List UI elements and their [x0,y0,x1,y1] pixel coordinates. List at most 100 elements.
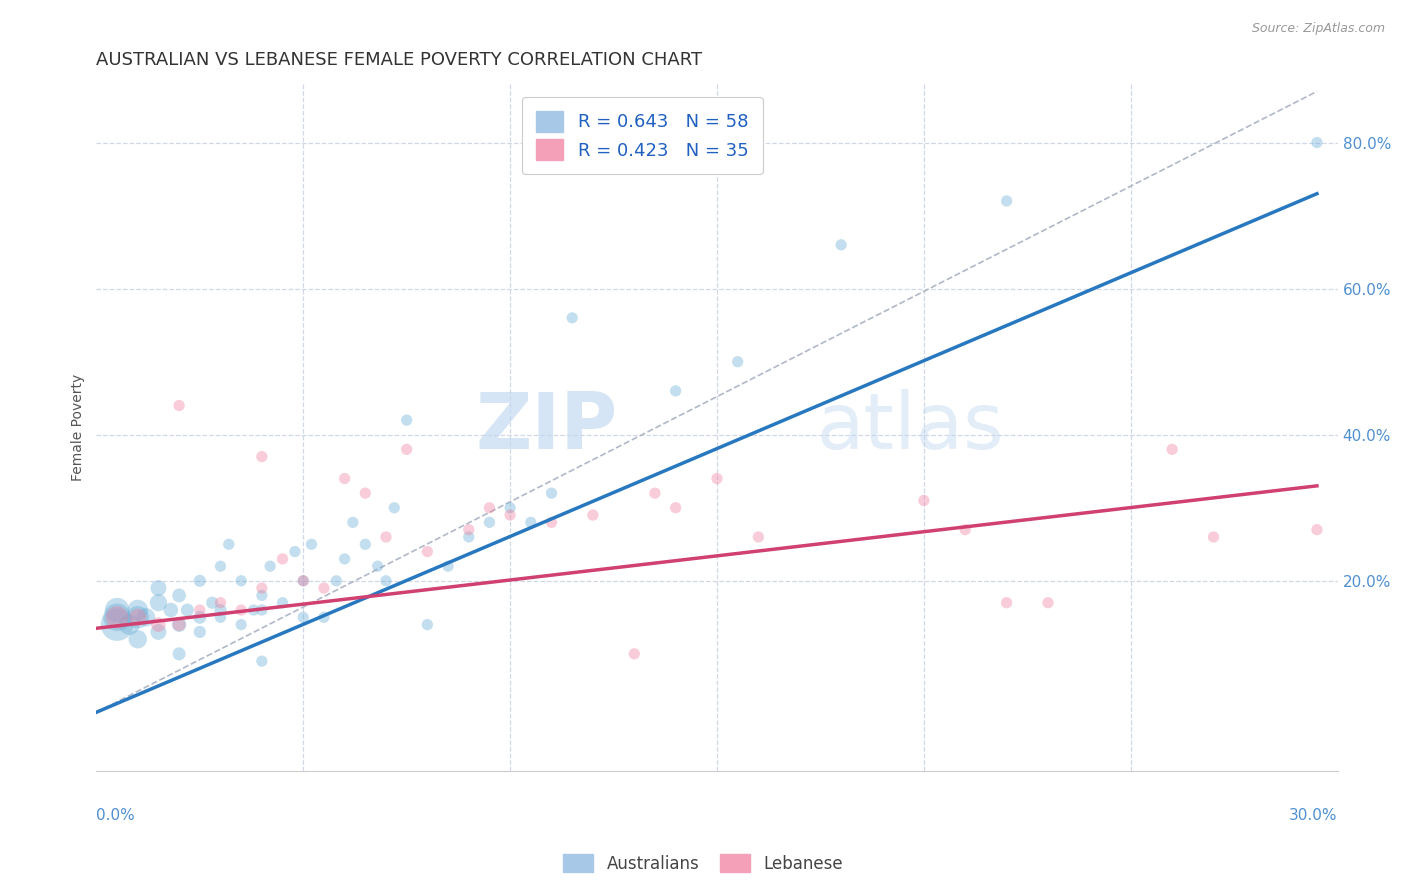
Point [231,603,253,617]
Text: Source: ZipAtlas.com: Source: ZipAtlas.com [1251,22,1385,36]
Point [395,413,418,427]
Point [540,516,562,530]
Point [188,574,211,588]
Point [955,523,977,537]
Point [478,500,501,515]
Point [105,610,128,624]
Point [1036,596,1059,610]
Point [176,603,198,617]
Point [1202,530,1225,544]
Point [148,617,170,632]
Point [231,574,253,588]
Text: ZIP: ZIP [475,390,617,466]
Point [395,442,418,457]
Point [105,603,128,617]
Point [209,596,232,610]
Point [209,559,232,574]
Point [706,471,728,485]
Point [437,559,460,574]
Point [416,544,439,558]
Point [167,399,190,413]
Point [333,552,356,566]
Point [201,596,224,610]
Point [188,603,211,617]
Point [209,603,232,617]
Point [582,508,605,522]
Point [354,537,377,551]
Point [105,610,128,624]
Point [292,574,315,588]
Point [218,537,240,551]
Point [520,516,543,530]
Point [1306,136,1329,150]
Point [375,530,398,544]
Point [499,500,522,515]
Point [540,486,562,500]
Point [830,237,852,252]
Point [312,610,335,624]
Point [665,500,688,515]
Point [159,603,181,617]
Point [995,194,1018,208]
Point [1306,523,1329,537]
Point [135,610,157,624]
Point [301,537,323,551]
Point [148,624,170,639]
Point [354,486,377,500]
Point [148,596,170,610]
Point [499,508,522,522]
Point [127,610,149,624]
Point [127,603,149,617]
Point [325,574,347,588]
Point [250,654,273,668]
Point [312,581,335,595]
Point [367,559,389,574]
Point [105,617,128,632]
Point [259,559,281,574]
Point [644,486,666,500]
Point [375,574,398,588]
Point [292,574,315,588]
Point [167,647,190,661]
Text: atlas: atlas [817,390,1004,466]
Point [271,596,294,610]
Point [167,588,190,602]
Point [382,500,405,515]
Legend: Australians, Lebanese: Australians, Lebanese [557,847,849,880]
Point [167,617,190,632]
Point [478,516,501,530]
Point [284,544,307,558]
Point [333,471,356,485]
Point [188,610,211,624]
Point [242,603,264,617]
Text: AUSTRALIAN VS LEBANESE FEMALE POVERTY CORRELATION CHART: AUSTRALIAN VS LEBANESE FEMALE POVERTY CO… [97,51,703,69]
Point [250,603,273,617]
Point [167,617,190,632]
Point [209,610,232,624]
Point [416,617,439,632]
Point [118,617,141,632]
Point [561,310,583,325]
Point [250,588,273,602]
Point [231,617,253,632]
Point [127,632,149,647]
Y-axis label: Female Poverty: Female Poverty [72,374,86,481]
Point [665,384,688,398]
Point [148,581,170,595]
Point [271,552,294,566]
Text: 30.0%: 30.0% [1289,808,1337,823]
Point [188,624,211,639]
Point [250,581,273,595]
Point [995,596,1018,610]
Point [250,450,273,464]
Point [1161,442,1184,457]
Text: 0.0%: 0.0% [97,808,135,823]
Point [727,354,749,368]
Point [457,530,479,544]
Point [457,523,479,537]
Legend: R = 0.643   N = 58, R = 0.423   N = 35: R = 0.643 N = 58, R = 0.423 N = 35 [522,96,763,175]
Point [747,530,769,544]
Point [127,610,149,624]
Point [912,493,935,508]
Point [342,516,364,530]
